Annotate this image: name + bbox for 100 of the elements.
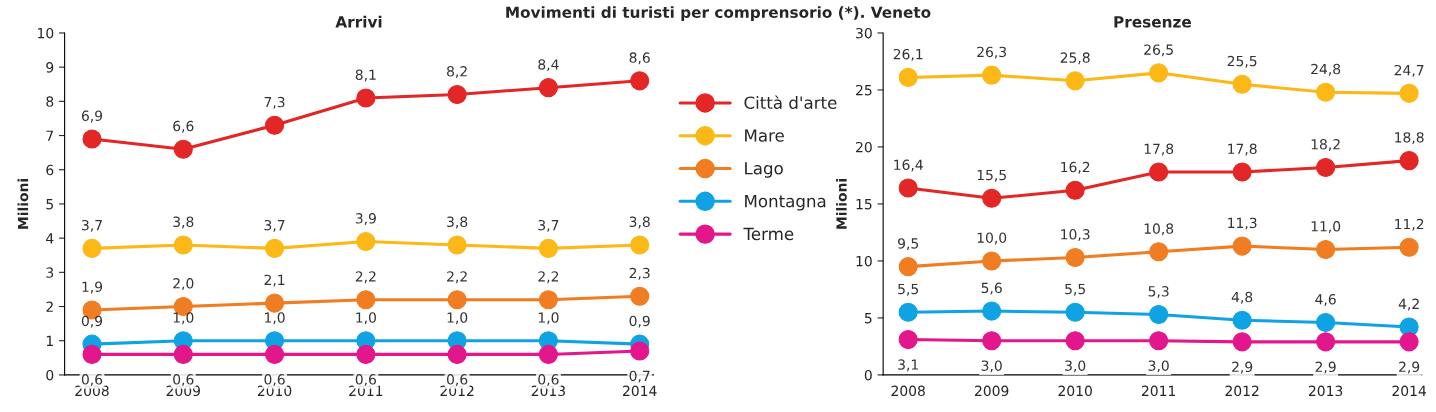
data-label: 2,2 [355, 271, 376, 284]
x-tick-label: 2009 [166, 385, 200, 397]
x-tick-label: 2013 [531, 385, 565, 397]
point [1149, 304, 1169, 325]
point [1399, 151, 1419, 171]
point [447, 84, 467, 105]
point [898, 178, 918, 198]
point [1065, 331, 1085, 351]
legend-label: Montagna [745, 194, 826, 211]
point [630, 71, 650, 91]
chart-title: Arrivi [335, 15, 382, 28]
point [982, 331, 1002, 351]
data-label: 4,6 [1315, 294, 1336, 306]
y-tick-label: 10 [38, 27, 54, 39]
point [265, 344, 285, 364]
point [82, 238, 102, 258]
data-label: 15,5 [977, 169, 1006, 182]
data-label: 3,8 [173, 216, 194, 229]
y-axis-title: Milioni [17, 178, 29, 229]
data-label: 3,0 [1065, 360, 1086, 373]
point [1399, 332, 1419, 352]
data-label: 3,0 [1148, 360, 1169, 373]
y-tick-label: 2 [46, 301, 53, 312]
y-tick-label: 4 [46, 233, 54, 244]
data-label: 3,7 [82, 219, 102, 232]
data-label: 2,2 [538, 271, 559, 284]
data-label: 1,0 [447, 312, 468, 325]
point [1316, 239, 1336, 260]
point [447, 290, 467, 310]
y-axis-title: Milioni [836, 178, 847, 229]
y-tick-label: 8 [46, 96, 54, 107]
y-tick-label: 20 [856, 141, 872, 153]
data-label: 26,1 [893, 48, 923, 61]
x-tick-label: 2011 [349, 385, 383, 397]
point [1232, 236, 1252, 256]
x-tick-label: 2010 [1058, 385, 1092, 397]
point [1316, 82, 1336, 102]
y-tick-label: 5 [864, 313, 872, 324]
data-label: 5,5 [898, 283, 919, 296]
data-label: 8,6 [629, 52, 650, 65]
data-label: 26,5 [1144, 44, 1173, 57]
point [356, 290, 376, 310]
point [1065, 302, 1085, 322]
data-label: 0,7 [629, 370, 650, 383]
point [982, 65, 1002, 85]
data-label: 8,4 [538, 59, 559, 72]
data-label: 5,6 [981, 282, 1002, 295]
data-label: 0,6 [447, 374, 468, 387]
point [1232, 332, 1252, 352]
y-tick-label: 9 [46, 62, 54, 73]
point [265, 293, 285, 313]
data-label: 2,1 [264, 274, 285, 287]
point [1149, 63, 1169, 83]
point [538, 78, 558, 98]
point [538, 344, 558, 364]
data-label: 8,2 [447, 66, 467, 78]
y-tick-label: 5 [46, 199, 53, 210]
point [898, 67, 918, 87]
point [898, 257, 918, 277]
point [538, 238, 558, 258]
point [1065, 71, 1085, 91]
data-label: 0,6 [538, 374, 559, 387]
point [898, 302, 918, 322]
point [1316, 332, 1336, 352]
point [1232, 74, 1252, 94]
x-tick-label: 2008 [75, 385, 109, 397]
data-label: 0,6 [264, 374, 285, 387]
data-label: 6,6 [173, 120, 194, 133]
legend-label: Lago [745, 162, 783, 178]
point [1316, 157, 1336, 178]
data-label: 3,7 [538, 219, 559, 232]
point [1232, 162, 1252, 182]
legend-label: Città d'arte [744, 95, 837, 109]
point [1065, 180, 1085, 200]
data-label: 10,3 [1061, 229, 1090, 241]
y-tick-label: 25 [856, 84, 872, 96]
data-label: 3,8 [447, 216, 468, 229]
x-tick-label: 2008 [891, 385, 925, 397]
point [82, 129, 102, 149]
data-label: 11,2 [1395, 218, 1424, 231]
data-label: 2,9 [1399, 361, 1420, 374]
x-tick-label: 2011 [1142, 385, 1176, 397]
data-label: 10,8 [1144, 223, 1174, 236]
data-label: 2,9 [1232, 361, 1253, 374]
point [173, 344, 193, 364]
point [356, 344, 376, 364]
point [447, 235, 467, 255]
data-label: 1,9 [82, 281, 103, 294]
y-tick-label: 6 [46, 164, 54, 176]
data-label: 3,7 [264, 219, 285, 232]
data-label: 3,1 [898, 359, 918, 372]
legend-label: Terme [743, 227, 794, 241]
data-label: 16,4 [894, 159, 923, 172]
text: Movimenti di turisti per comprensorio (*). Veneto [506, 6, 931, 21]
data-label: 24,8 [1311, 63, 1341, 76]
point [1232, 310, 1252, 330]
point [356, 88, 376, 108]
data-label: 8,1 [355, 69, 376, 82]
point [1399, 83, 1419, 103]
x-tick-label: 2012 [1225, 385, 1259, 397]
